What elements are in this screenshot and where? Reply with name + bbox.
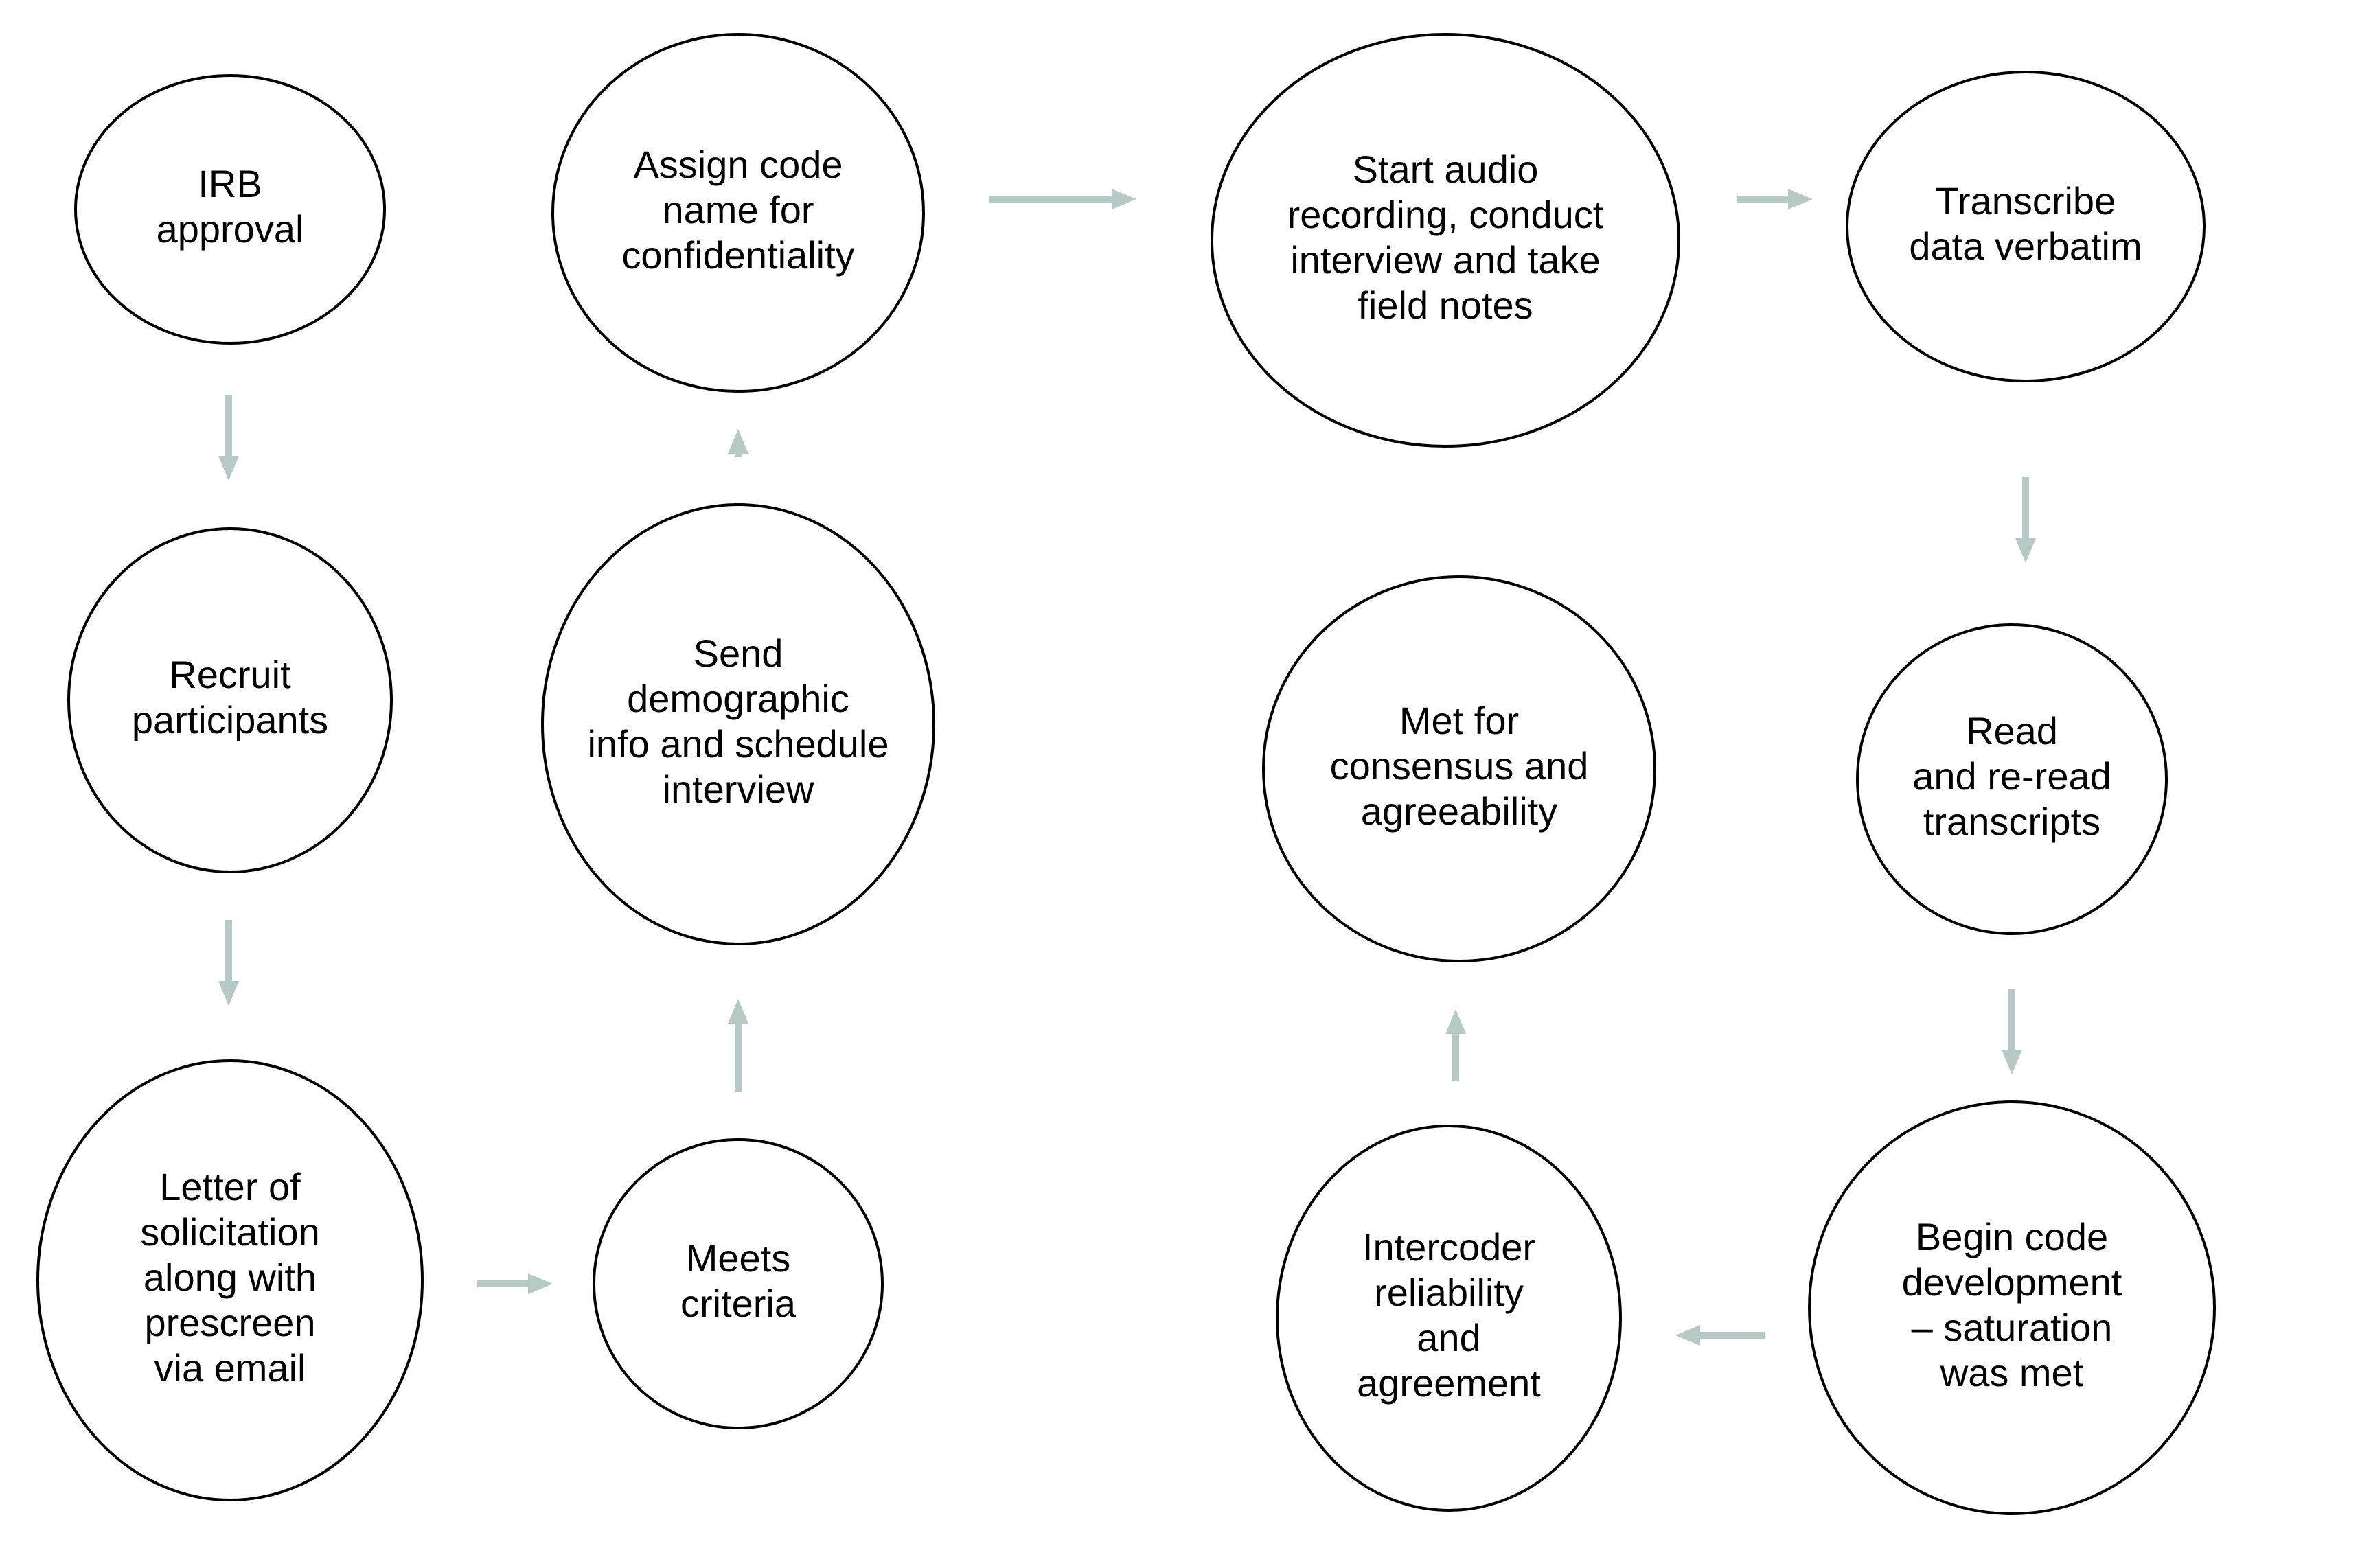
flowchart-diagram: IRBapproval Recruitparticipants Letter ofs… bbox=[0, 0, 2371, 1568]
node-meets: Meetscriteria bbox=[594, 1140, 882, 1428]
node-letter-label-line: solicitation bbox=[140, 1210, 319, 1254]
node-letter: Letter ofsolicitationalong withprescreen… bbox=[38, 1061, 422, 1500]
node-audio-label-line: field notes bbox=[1358, 284, 1533, 327]
node-begincode-label-line: – saturation bbox=[1912, 1306, 2113, 1349]
arrowhead-recruit-to-letter bbox=[218, 981, 239, 1006]
arrowhead-audio-to-transcribe bbox=[1788, 189, 1813, 209]
node-codename-label-line: name for bbox=[663, 188, 814, 231]
arrowhead-demo-to-codename bbox=[728, 429, 748, 454]
node-meets-label-line: criteria bbox=[680, 1282, 797, 1325]
node-demo-label-line: info and schedule bbox=[587, 722, 889, 765]
arrowhead-intercoder-to-consensus bbox=[1445, 1009, 1466, 1034]
node-audio-label-line: Start audio bbox=[1353, 148, 1539, 191]
arrowhead-transcribe-to-read bbox=[2015, 538, 2036, 563]
node-demo-label-line: interview bbox=[663, 768, 815, 811]
node-demo-label-line: demographic bbox=[627, 677, 849, 720]
node-consensus: Met forconsensus andagreeability bbox=[1263, 577, 1655, 961]
node-consensus-label-line: consensus and bbox=[1330, 744, 1589, 787]
nodes-layer: IRBapproval Recruitparticipants Letter ofs… bbox=[38, 34, 2214, 1514]
node-consensus-label-line: Met for bbox=[1399, 699, 1519, 742]
node-meets-label-line: Meets bbox=[686, 1236, 791, 1280]
node-audio-label-line: recording, conduct bbox=[1287, 193, 1604, 236]
node-recruit: Recruitparticipants bbox=[69, 529, 391, 872]
node-audio: Start audiorecording, conductinterview a… bbox=[1212, 34, 1679, 446]
node-codename-label-line: Assign code bbox=[633, 143, 843, 186]
node-begincode: Begin codedevelopment– saturationwas met bbox=[1809, 1102, 2214, 1514]
node-intercoder: Intercoderreliabilityandagreement bbox=[1277, 1126, 1620, 1510]
node-letter-label-line: Letter of bbox=[159, 1165, 301, 1208]
arrowhead-read-to-begincode bbox=[2002, 1050, 2022, 1074]
node-demo-label-line: Send bbox=[694, 632, 783, 675]
node-intercoder-label-line: agreement bbox=[1357, 1361, 1541, 1405]
node-consensus-label-line: agreeability bbox=[1361, 789, 1557, 833]
node-intercoder-label-line: reliability bbox=[1374, 1271, 1524, 1314]
node-audio-label-line: interview and take bbox=[1290, 238, 1600, 281]
node-demo: Senddemographicinfo and scheduleintervie… bbox=[542, 505, 934, 944]
node-read-label-line: and re-read bbox=[1912, 754, 2111, 798]
node-codename-label-line: confidentiality bbox=[621, 233, 854, 277]
node-begincode-label-line: was met bbox=[1940, 1351, 2084, 1394]
arrowhead-irb-to-recruit bbox=[218, 456, 239, 481]
node-begincode-label-line: development bbox=[1902, 1260, 2122, 1304]
node-letter-label-line: via email bbox=[154, 1346, 306, 1390]
node-read-label-line: transcripts bbox=[1923, 800, 2100, 843]
arrowhead-codename-to-audio bbox=[1112, 189, 1136, 209]
arrowhead-letter-to-meets bbox=[528, 1273, 553, 1294]
node-read: Readand re-readtranscripts bbox=[1857, 625, 2166, 934]
node-letter-label-line: prescreen bbox=[144, 1301, 315, 1344]
arrowhead-begincode-to-intercoder bbox=[1675, 1325, 1700, 1346]
node-letter-label: Letter ofsolicitationalong withprescreen… bbox=[140, 1165, 319, 1390]
node-recruit-label-line: participants bbox=[132, 698, 328, 741]
node-begincode-label-line: Begin code bbox=[1916, 1215, 2108, 1258]
node-transcribe-label-line: data verbatim bbox=[1909, 224, 2142, 268]
node-letter-label-line: along with bbox=[144, 1256, 317, 1299]
node-irb-label-line: approval bbox=[157, 207, 304, 251]
node-read-label-line: Read bbox=[1966, 709, 2058, 752]
node-intercoder-label-line: and bbox=[1417, 1316, 1480, 1359]
node-codename: Assign codename forconfidentiality bbox=[553, 34, 924, 391]
node-recruit-label-line: Recruit bbox=[169, 653, 291, 696]
arrowhead-meets-to-demo bbox=[728, 999, 748, 1024]
node-transcribe: Transcribedata verbatim bbox=[1847, 72, 2204, 381]
arrows-layer bbox=[218, 189, 2036, 1346]
node-irb-label-line: IRB bbox=[198, 162, 262, 205]
node-irb: IRBapproval bbox=[76, 76, 385, 343]
node-intercoder-label-line: Intercoder bbox=[1362, 1225, 1535, 1269]
node-transcribe-label-line: Transcribe bbox=[1936, 179, 2116, 222]
